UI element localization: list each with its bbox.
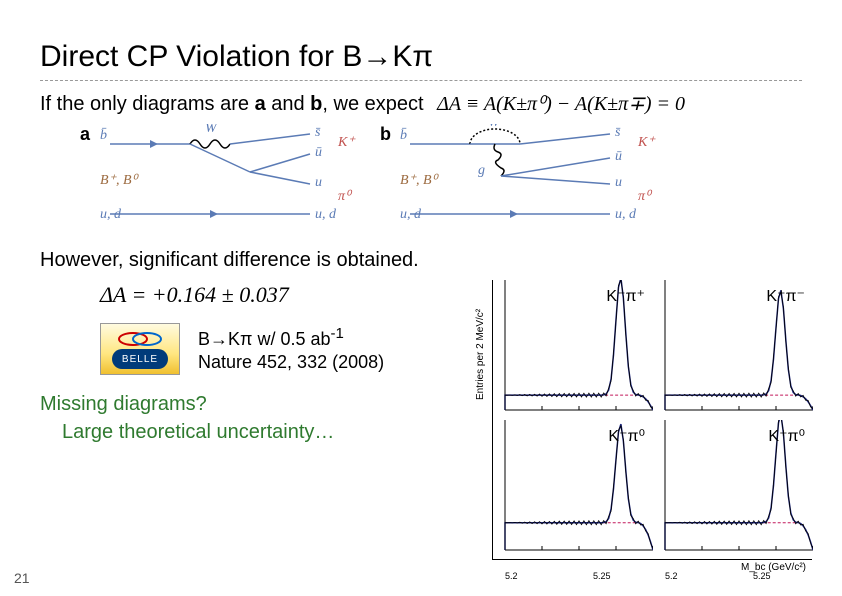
line1-prefix: If the only diagrams are [40, 93, 255, 115]
ref-exp: -1 [331, 325, 344, 342]
xtick-2: 5.2 [665, 571, 678, 581]
pi0-a: π⁰ [338, 189, 353, 204]
ref-prefix: B [198, 329, 210, 349]
belle-name: BELLE [112, 349, 168, 369]
ref-arrow: → [210, 329, 228, 349]
xtick-1: 5.25 [593, 571, 611, 581]
delta-def-formula: ΔA ≡ A(K±π⁰) − A(K±π∓) = 0 [437, 93, 685, 115]
diagram-b-label: b [380, 124, 391, 145]
plots-xlabel: M_bc (GeV/c²) [741, 562, 806, 573]
plot-panel-1: K⁺π⁻ [653, 280, 813, 420]
w-label-a: W [205, 124, 218, 136]
ubar-b: ū [615, 149, 622, 164]
belle-logo: BELLE [100, 323, 180, 375]
ud2-b: u, d [400, 207, 422, 222]
line1-mid: and [266, 93, 310, 115]
ud-a: u, d [315, 207, 337, 222]
u2-a: u [315, 175, 322, 190]
kplus-a: K⁺ [337, 135, 356, 150]
title-arrow: → [362, 40, 392, 73]
mbc-plots: Entries per 2 MeV/c² K⁻π⁺ K⁺π⁻ K⁻π⁰ K⁺π⁰… [492, 280, 812, 560]
belle-reference: B→Kπ w/ 0.5 ab-1 Nature 452, 332 (2008) [198, 324, 384, 375]
g-label: g [478, 163, 485, 178]
feynman-svg-a: W b̄ s̄ ū K⁺ u π⁰ u, d u, d B⁺, B⁰ [100, 124, 360, 234]
sbar-b: s̄ [615, 125, 621, 140]
plot-label-1: K⁺π⁻ [766, 286, 805, 306]
feynman-row: a W b̄ s̄ ū K⁺ [100, 124, 802, 234]
w-label-b: W [488, 124, 501, 130]
kplus-b: K⁺ [637, 135, 656, 150]
plot-panel-2: K⁻π⁰ [493, 420, 653, 560]
plot-label-3: K⁺π⁰ [768, 426, 805, 446]
ref-kpi: Kπ w/ 0.5 ab [228, 329, 330, 349]
missing-l1: Missing diagrams? [40, 393, 207, 415]
bmeson-b: B⁺, B⁰ [400, 173, 439, 188]
line1-b: b [310, 93, 322, 115]
slide-title: Direct CP Violation for B→Kπ [40, 40, 802, 81]
however-line: However, significant difference is obtai… [40, 249, 802, 272]
feynman-diagram-b: b W g b̄ s̄ K⁺ [400, 124, 660, 234]
title-prefix: Direct CP Violation for B [40, 40, 362, 73]
intro-line: If the only diagrams are a and b, we exp… [40, 91, 802, 116]
xtick-0: 5.2 [505, 571, 518, 581]
ref-nature: Nature 452, 332 (2008) [198, 352, 384, 372]
bbar-a: b̄ [100, 127, 107, 143]
plot-panel-0: K⁻π⁺ [493, 280, 653, 420]
sbar-a: s̄ [315, 125, 321, 140]
plots-ylabel: Entries per 2 MeV/c² [475, 309, 486, 400]
feynman-diagram-a: a W b̄ s̄ ū K⁺ [100, 124, 360, 234]
u2-b: u [615, 175, 622, 190]
plot-label-0: K⁻π⁺ [606, 286, 645, 306]
belle-rings-icon [115, 329, 165, 349]
ud2-a: u, d [100, 207, 122, 222]
pi0-b: π⁰ [638, 189, 653, 204]
bmeson-a: B⁺, B⁰ [100, 173, 139, 188]
bbar-b: b̄ [400, 127, 407, 143]
slide-number: 21 [14, 570, 30, 586]
diagram-a-label: a [80, 124, 90, 145]
line1-a: a [255, 93, 266, 115]
ubar-a: ū [315, 145, 322, 160]
plot-panel-3: K⁺π⁰ [653, 420, 813, 560]
slide: Direct CP Violation for B→Kπ If the only… [0, 0, 842, 596]
feynman-svg-b: W g b̄ s̄ K⁺ ū u π⁰ u, d u, d [400, 124, 660, 234]
ud-b: u, d [615, 207, 637, 222]
title-suffix: Kπ [392, 40, 433, 73]
plot-label-2: K⁻π⁰ [608, 426, 645, 446]
line1-suffix: , we expect [322, 93, 423, 115]
